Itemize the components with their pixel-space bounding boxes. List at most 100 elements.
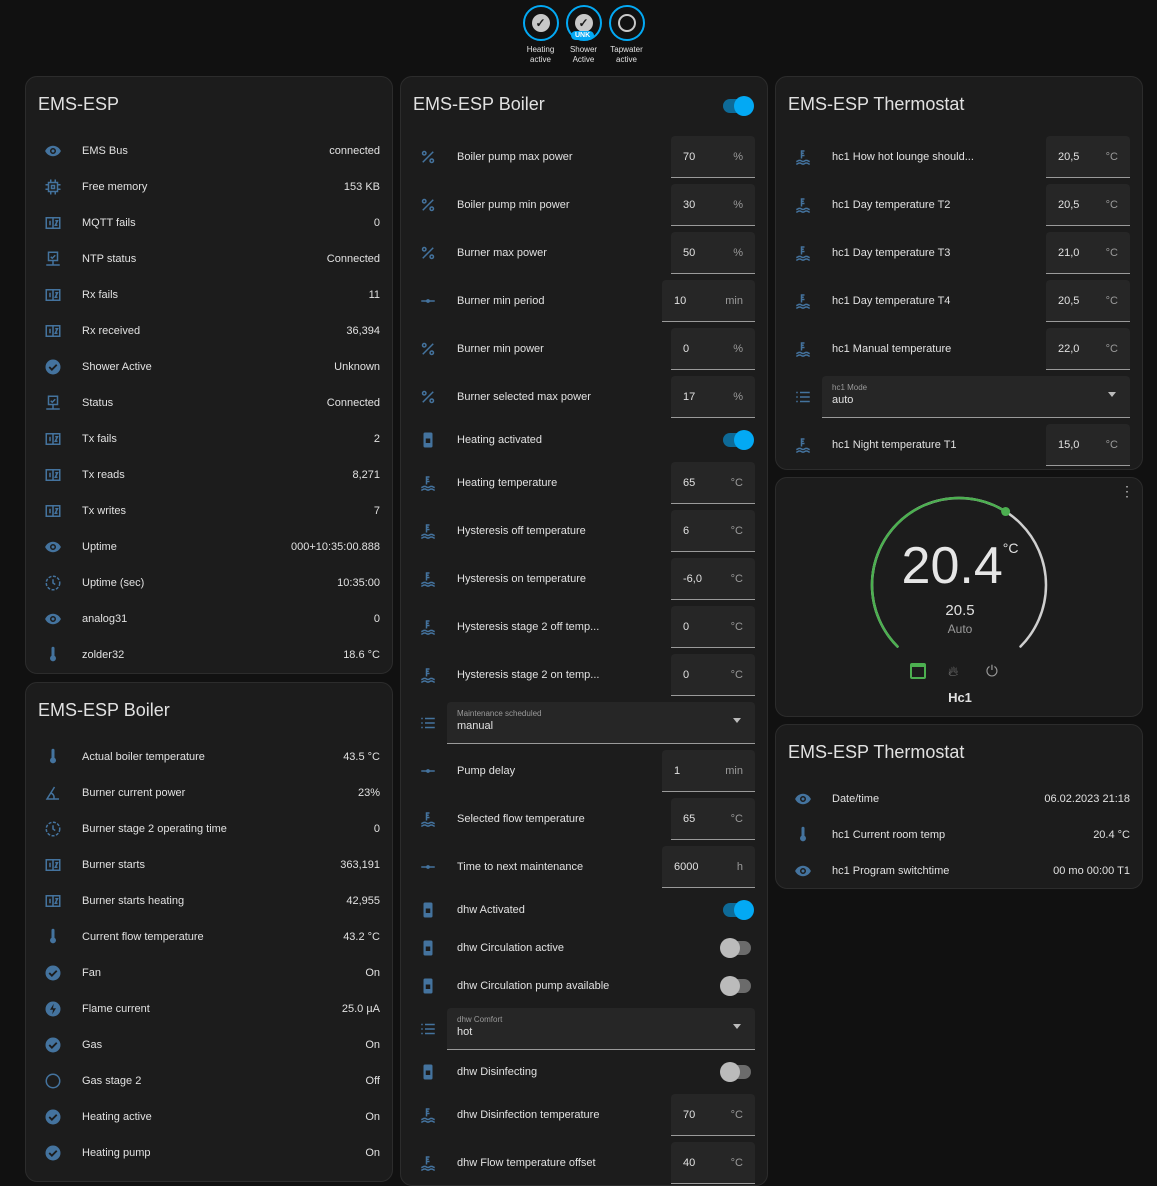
number-row-hc1-night-temperature-t1: hc1 Night temperature T1 15,0 °C xyxy=(776,421,1142,469)
card-title: EMS-ESP Thermostat xyxy=(788,94,965,114)
sensor-row-ems-bus[interactable]: EMS Bus connected xyxy=(26,133,392,169)
sensor-row-tx-fails[interactable]: Tx fails 2 xyxy=(26,421,392,457)
number-input[interactable]: 0% xyxy=(671,328,755,370)
number-input[interactable]: 0 °C xyxy=(671,654,755,696)
unit-label: °C xyxy=(730,524,743,537)
select-dropdown[interactable]: hc1 Mode auto xyxy=(822,376,1130,418)
toggle-switch[interactable] xyxy=(723,430,754,450)
toggle-switch[interactable] xyxy=(720,976,751,996)
sensor-row-tx-reads[interactable]: Tx reads 8,271 xyxy=(26,457,392,493)
unit-label: % xyxy=(733,198,743,211)
sensor-row-free-memory[interactable]: Free memory 153 KB xyxy=(26,169,392,205)
sensor-row-shower-active[interactable]: Shower Active Unknown xyxy=(26,349,392,385)
toggle-switch[interactable] xyxy=(720,938,751,958)
row-label: Hysteresis on temperature xyxy=(457,573,586,585)
unit-label: °C xyxy=(730,1108,743,1121)
sensor-row-uptime[interactable]: Uptime 000+10:35:00.888 xyxy=(26,529,392,565)
counter-icon xyxy=(42,500,64,522)
row-label: Uptime xyxy=(82,541,117,553)
number-input[interactable]: 40 °C xyxy=(671,1142,755,1184)
row-label: Gas xyxy=(82,1039,103,1051)
water-temp-icon xyxy=(792,434,814,456)
select-dropdown[interactable]: Maintenance scheduled manual xyxy=(447,702,755,744)
number-row-pump-delay: Pump delay 1 min xyxy=(401,747,767,795)
boiler-header-toggle[interactable] xyxy=(723,96,754,116)
unit-label: °C xyxy=(730,668,743,681)
row-value: 36,394 xyxy=(346,325,380,337)
unit-label: °C xyxy=(730,812,743,825)
power-icon[interactable]: ⏻ xyxy=(986,663,998,680)
row-value: 42,955 xyxy=(346,895,380,907)
toggle-switch[interactable] xyxy=(723,900,754,920)
row-value: Unknown xyxy=(334,361,380,373)
sensor-row-burner-current-power[interactable]: Burner current power 23% xyxy=(26,775,392,811)
sensor-row-mqtt-fails[interactable]: MQTT fails 0 xyxy=(26,205,392,241)
sensor-row-date-time[interactable]: Date/time 06.02.2023 21:18 xyxy=(776,781,1142,817)
row-label: hc1 Program switchtime xyxy=(832,865,950,877)
number-input[interactable]: 6000 h xyxy=(662,846,755,888)
number-value: 65 xyxy=(683,476,696,489)
number-input[interactable]: 20,5 °C xyxy=(1046,280,1130,322)
water-temp-icon xyxy=(417,1104,439,1126)
number-input[interactable]: 70% xyxy=(671,136,755,178)
boiler-icon xyxy=(417,975,439,997)
number-input[interactable]: 0 °C xyxy=(671,606,755,648)
sensor-row-actual-boiler-temperature[interactable]: Actual boiler temperature 43.5 °C xyxy=(26,739,392,775)
number-value: 0 xyxy=(683,668,690,681)
sensor-row-current-flow-temperature[interactable]: Current flow temperature 43.2 °C xyxy=(26,919,392,955)
number-input[interactable]: 10 min xyxy=(662,280,755,322)
number-input[interactable]: -6,0 °C xyxy=(671,558,755,600)
sensor-row-fan[interactable]: Fan On xyxy=(26,955,392,991)
sensor-row-burner-starts-heating[interactable]: Burner starts heating 42,955 xyxy=(26,883,392,919)
row-label: hc1 Day temperature T4 xyxy=(832,295,951,307)
sensor-row-heating-pump[interactable]: Heating pump On xyxy=(26,1135,392,1171)
sensor-row-ntp-status[interactable]: NTP status Connected xyxy=(26,241,392,277)
sensor-row-gas[interactable]: Gas On xyxy=(26,1027,392,1063)
sensor-row-flame-current[interactable]: Flame current 25.0 µA xyxy=(26,991,392,1027)
number-value: 30 xyxy=(683,198,696,211)
water-temp-icon xyxy=(792,146,814,168)
sensor-row-tx-writes[interactable]: Tx writes 7 xyxy=(26,493,392,529)
number-input[interactable]: 20,5 °C xyxy=(1046,184,1130,226)
sensor-row-rx-fails[interactable]: Rx fails 11 xyxy=(26,277,392,313)
select-dropdown[interactable]: dhw Comfort hot xyxy=(447,1008,755,1050)
number-input[interactable]: 6 °C xyxy=(671,510,755,552)
sensor-row-analog31[interactable]: analog31 0 xyxy=(26,601,392,637)
boiler-icon xyxy=(417,429,439,451)
number-input[interactable]: 70 °C xyxy=(671,1094,755,1136)
number-input[interactable]: 17% xyxy=(671,376,755,418)
number-input[interactable]: 50% xyxy=(671,232,755,274)
sensor-row-rx-received[interactable]: Rx received 36,394 xyxy=(26,313,392,349)
row-label: Tx fails xyxy=(82,433,117,445)
number-row-hysteresis-stage-2-off-temp: Hysteresis stage 2 off temp... 0 °C xyxy=(401,603,767,651)
badge-shower-active[interactable]: ✓ UNK Shower Active xyxy=(565,5,602,65)
thermostat-dial[interactable] xyxy=(776,478,1143,717)
badge-tapwater-active[interactable]: Tapwater active xyxy=(608,5,645,65)
sensor-row-gas-stage-2[interactable]: Gas stage 2 Off xyxy=(26,1063,392,1099)
sensor-row-status[interactable]: Status Connected xyxy=(26,385,392,421)
sensor-row-heating-active[interactable]: Heating active On xyxy=(26,1099,392,1135)
number-input[interactable]: 65 °C xyxy=(671,462,755,504)
badge-heating-active[interactable]: ✓ Heating active xyxy=(522,5,559,65)
select-row-maintenance-scheduled: Maintenance scheduled manual xyxy=(401,699,767,747)
water-temp-icon xyxy=(417,616,439,638)
calendar-sync-icon[interactable] xyxy=(910,663,926,679)
badge-label: Heating active xyxy=(526,45,555,64)
number-input[interactable]: 30% xyxy=(671,184,755,226)
number-input[interactable]: 15,0 °C xyxy=(1046,424,1130,466)
fire-icon[interactable]: 🔥︎ xyxy=(948,663,959,679)
number-input[interactable]: 21,0 °C xyxy=(1046,232,1130,274)
number-input[interactable]: 22,0 °C xyxy=(1046,328,1130,370)
sensor-row-hc1-current-room-temp[interactable]: hc1 Current room temp 20.4 °C xyxy=(776,817,1142,853)
toggle-switch[interactable] xyxy=(720,1062,751,1082)
number-input[interactable]: 1 min xyxy=(662,750,755,792)
number-row-burner-min-period: Burner min period 10 min xyxy=(401,277,767,325)
water-temp-icon xyxy=(792,290,814,312)
sensor-row-burner-stage-2-operating-time[interactable]: Burner stage 2 operating time 0 xyxy=(26,811,392,847)
sensor-row-uptime-sec[interactable]: Uptime (sec) 10:35:00 xyxy=(26,565,392,601)
number-input[interactable]: 65 °C xyxy=(671,798,755,840)
sensor-row-hc1-program-switchtime[interactable]: hc1 Program switchtime 00 mo 00:00 T1 xyxy=(776,853,1142,888)
sensor-row-burner-starts[interactable]: Burner starts 363,191 xyxy=(26,847,392,883)
number-input[interactable]: 20,5 °C xyxy=(1046,136,1130,178)
sensor-row-zolder32[interactable]: zolder32 18.6 °C xyxy=(26,637,392,673)
